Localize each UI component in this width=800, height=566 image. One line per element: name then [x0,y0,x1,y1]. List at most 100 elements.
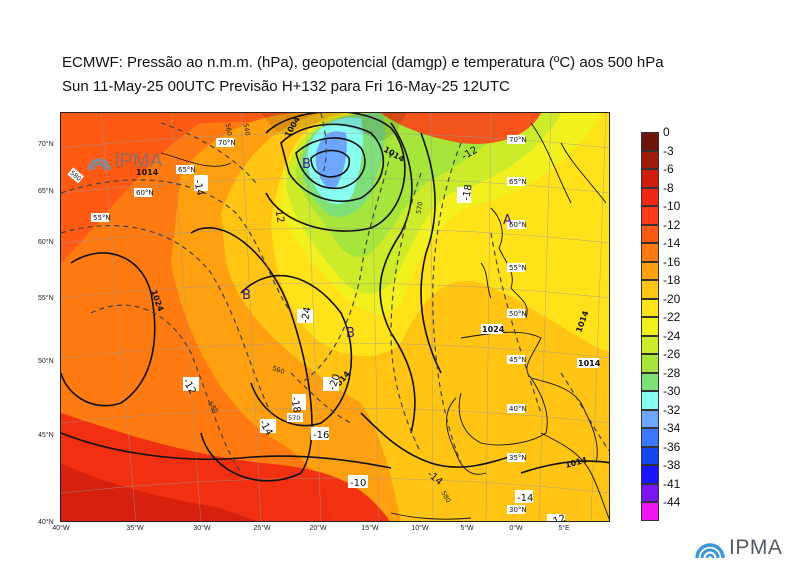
watermark-logo: IPMA [86,150,163,173]
lat-label: 45°N [38,432,54,439]
colorbar-cell [641,483,659,502]
grid-lat-labels: 70°N 65°N 60°N 55°N 70°N 65°N 60°N 55°N … [91,135,527,514]
chart-subtitle: Sun 11-May-25 00UTC Previsão H+132 para … [62,78,510,95]
temp-field-southwest [61,463,256,521]
temp-field-north [381,113,541,144]
temperature-label: -16 [313,430,329,441]
colorbar-cell [641,169,659,188]
grid-lat-label: 60°N [136,189,154,197]
colorbar-cell [641,372,659,391]
temperature-label: -14 [191,179,205,197]
low-pressure-label: B [302,157,311,172]
colorbar-label: 0 [663,125,670,139]
colorbar-label: -38 [663,458,681,472]
high-pressure-label: A [503,213,512,228]
grid-lat-label: 65°N [509,178,527,186]
temperature-label: -14 [517,493,533,504]
lon-label: 30°W [193,525,211,532]
colorbar-label: -3 [663,143,674,158]
geopotential-label: 570 [288,414,300,422]
ipma-arc-icon [695,543,725,559]
colorbar-cell [641,280,659,299]
geopotential-labels: 580 560 540 570 580 560 570 580 [67,123,452,504]
lon-label: 40°W [52,525,70,532]
geopotential-label: 560 [223,123,233,137]
colorbar-label: -12 [663,217,681,232]
temperature-label: -12 [548,513,567,522]
temperature-label: -20 [327,373,343,392]
colorbar-label: -41 [663,476,681,491]
lat-label: 60°N [38,239,54,246]
geopotential-lines [61,113,609,474]
lon-label: 35°W [126,525,144,532]
pressure-label: 1014 [578,359,601,368]
grid-lat-label: 70°N [509,136,527,144]
lat-label: 40°N [38,519,54,526]
lon-label: 15°W [361,525,379,532]
colorbar-label: -36 [663,439,681,454]
low-pressure-label: B [346,326,355,341]
low-pressure-label: B [242,288,251,303]
colorbar-label: -6 [663,162,674,176]
colorbar-cell [641,298,659,317]
colorbar-label: -22 [663,310,681,324]
colorbar-label: -8 [663,180,674,195]
grid-lat-label: 55°N [93,214,111,222]
colorbar-cell [641,150,659,169]
colorbar-cell [641,224,659,243]
geopotential-label: 560 [271,364,285,376]
colorbar-cell [641,428,659,447]
grid-lat-label: 65°N [178,166,196,174]
pressure-label: 1014 [136,168,159,177]
lat-label: 55°N [38,295,54,302]
ipma-arc-icon [87,158,111,170]
lat-label: 50°N [38,358,54,365]
graticule [61,113,609,521]
grid-lat-label: 50°N [509,310,527,318]
chart-title: ECMWF: Pressão ao n.m.m. (hPa), geopoten… [62,54,664,71]
colorbar-label: -24 [663,328,681,343]
pressure-label: 1024 [482,325,505,334]
watermark-logo-text: IPMA [114,150,163,172]
colorbar-label: -44 [663,495,681,509]
temperature-colorbar [641,132,659,521]
colorbar-cell [641,502,659,521]
colorbar-label: -10 [663,199,681,213]
colorbar-cell [641,132,659,151]
colorbar-label: -18 [663,273,681,287]
grid-lat-label: 40°N [509,405,527,413]
geopotential-label: 570 [415,201,425,215]
temperature-labels: -14 -12 -24 -20 -18 -16 -14 -12 -10 -14 … [180,145,568,522]
grid-lat-label: 30°N [509,506,527,514]
lon-label: 5°W [460,525,474,532]
colorbar-label: -30 [663,384,681,398]
temperature-label: -18 [288,396,302,414]
lon-label: 0°W [509,525,523,532]
lat-label: 70°N [38,141,54,148]
lon-label: 10°W [411,525,429,532]
temperature-label: -18 [461,183,475,201]
temp-field-32 [315,131,347,189]
forecast-map: 70°N 65°N 60°N 55°N 70°N 65°N 60°N 55°N … [60,112,610,522]
colorbar-label: -16 [663,254,681,269]
colorbar-cell [641,409,659,428]
system-labels: B B B A [242,157,512,341]
temperature-label: -24 [300,306,314,324]
colorbar-cell [641,354,659,373]
lat-label: 65°N [38,188,54,195]
footer-logo-text: IPMA [729,536,783,559]
colorbar-label: -32 [663,402,681,417]
colorbar-cell [641,317,659,336]
colorbar-cell [641,335,659,354]
colorbar-cell [641,465,659,484]
colorbar-label: -34 [663,421,681,435]
colorbar-cell [641,206,659,225]
lon-label: 20°W [309,525,327,532]
grid-lat-label: 55°N [509,264,527,272]
grid-lat-label: 45°N [509,356,527,364]
geopotential-label: 540 [241,123,251,137]
grid-lat-label: 35°N [509,454,527,462]
footer-logo: IPMA [694,536,782,560]
lon-label: 5°E [558,525,570,532]
colorbar-label: -20 [663,291,681,306]
